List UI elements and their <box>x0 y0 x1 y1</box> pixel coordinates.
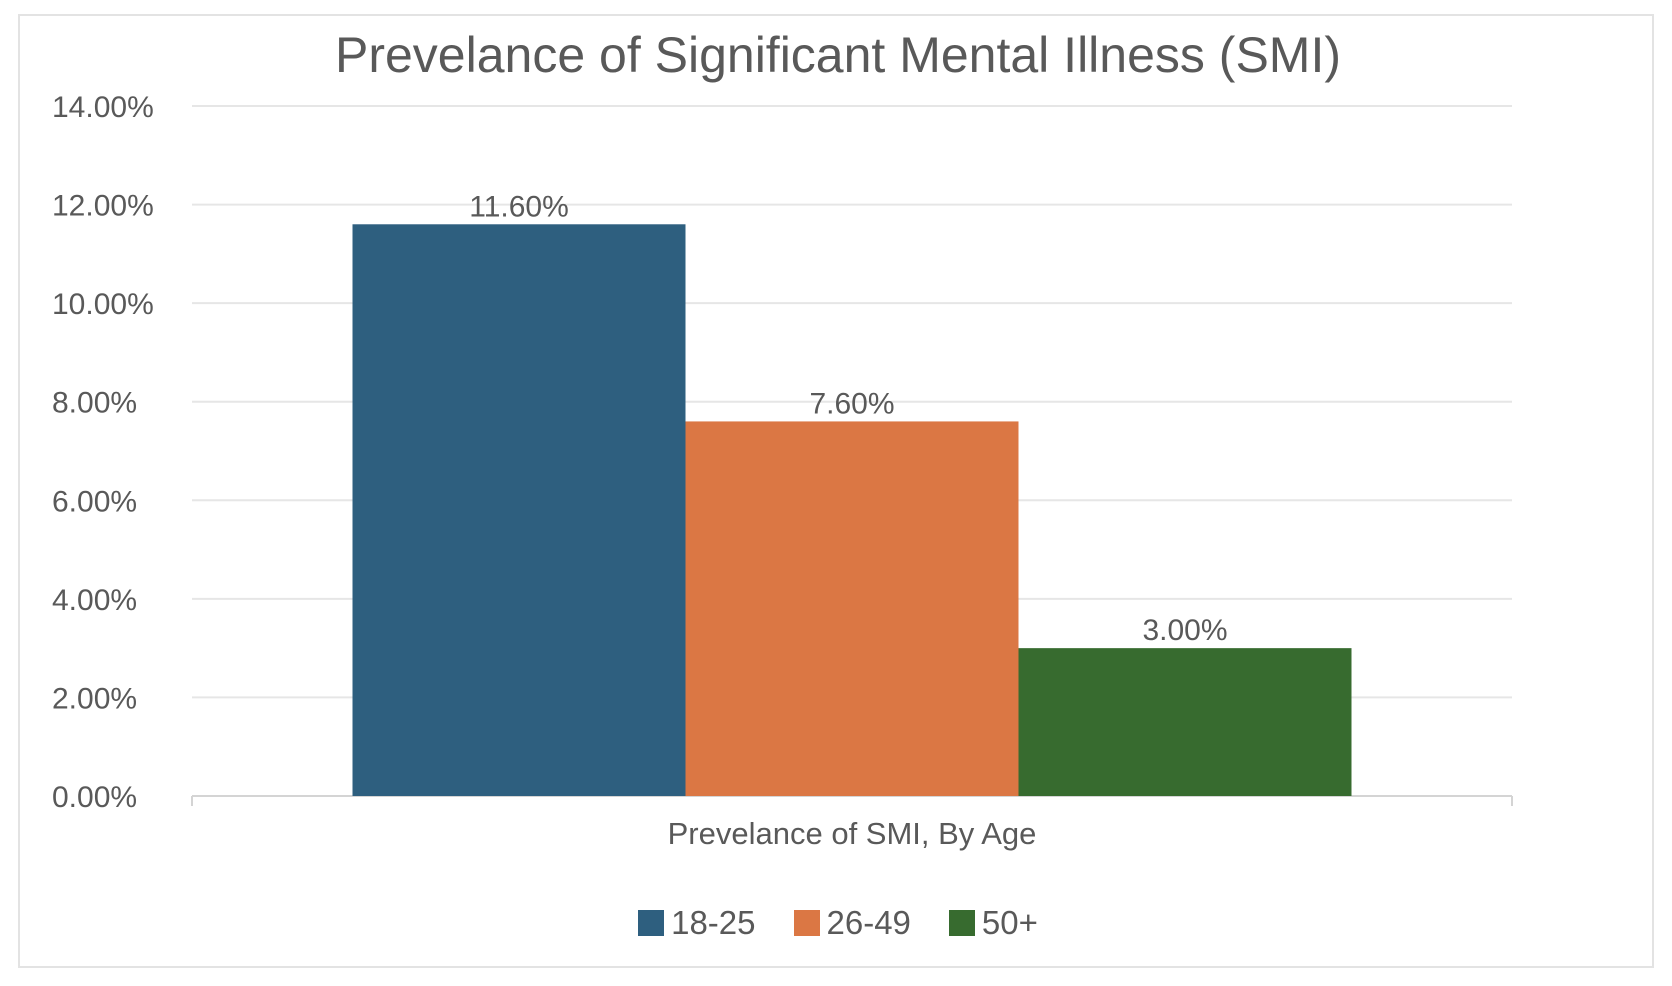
chart-title: Prevelance of Significant Mental Illness… <box>335 27 1341 83</box>
y-tick-label: 4.00% <box>52 584 137 617</box>
chart-frame: Prevelance of Significant Mental Illness… <box>18 14 1654 968</box>
legend-label-50-plus: 50+ <box>981 904 1038 941</box>
legend-swatch-50-plus <box>948 910 975 936</box>
legend: 18-25 26-49 50+ <box>20 904 1656 942</box>
data-label-18-25: 11.60% <box>469 190 569 223</box>
y-tick-label: 14.00% <box>52 91 154 124</box>
y-tick-label: 12.00% <box>52 190 154 223</box>
x-category-label: Prevelance of SMI, By Age <box>668 816 1037 851</box>
data-label-50+: 3.00% <box>1142 614 1227 647</box>
bar-18-25 <box>352 224 686 797</box>
legend-label-26-49: 26-49 <box>826 904 911 941</box>
legend-item-18-25: 18-25 <box>638 904 756 942</box>
legend-swatch-26-49 <box>793 910 820 936</box>
legend-label-18-25: 18-25 <box>671 904 756 941</box>
data-label-26-49: 7.60% <box>809 387 894 420</box>
legend-item-50-plus: 50+ <box>948 904 1038 942</box>
plot-area: 0.00% 2.00% 4.00% 6.00% 8.00% 10.00% 12.00% 14.… <box>52 91 1513 851</box>
y-tick-label: 0.00% <box>52 781 137 814</box>
y-tick-label: 2.00% <box>52 682 137 715</box>
bar-26-49 <box>685 421 1019 796</box>
legend-item-26-49: 26-49 <box>793 904 911 942</box>
y-tick-label: 10.00% <box>52 288 154 321</box>
y-tick-label: 8.00% <box>52 387 137 420</box>
legend-swatch-18-25 <box>638 910 665 936</box>
bar-50+ <box>1018 648 1352 796</box>
y-tick-label: 6.00% <box>52 485 137 518</box>
